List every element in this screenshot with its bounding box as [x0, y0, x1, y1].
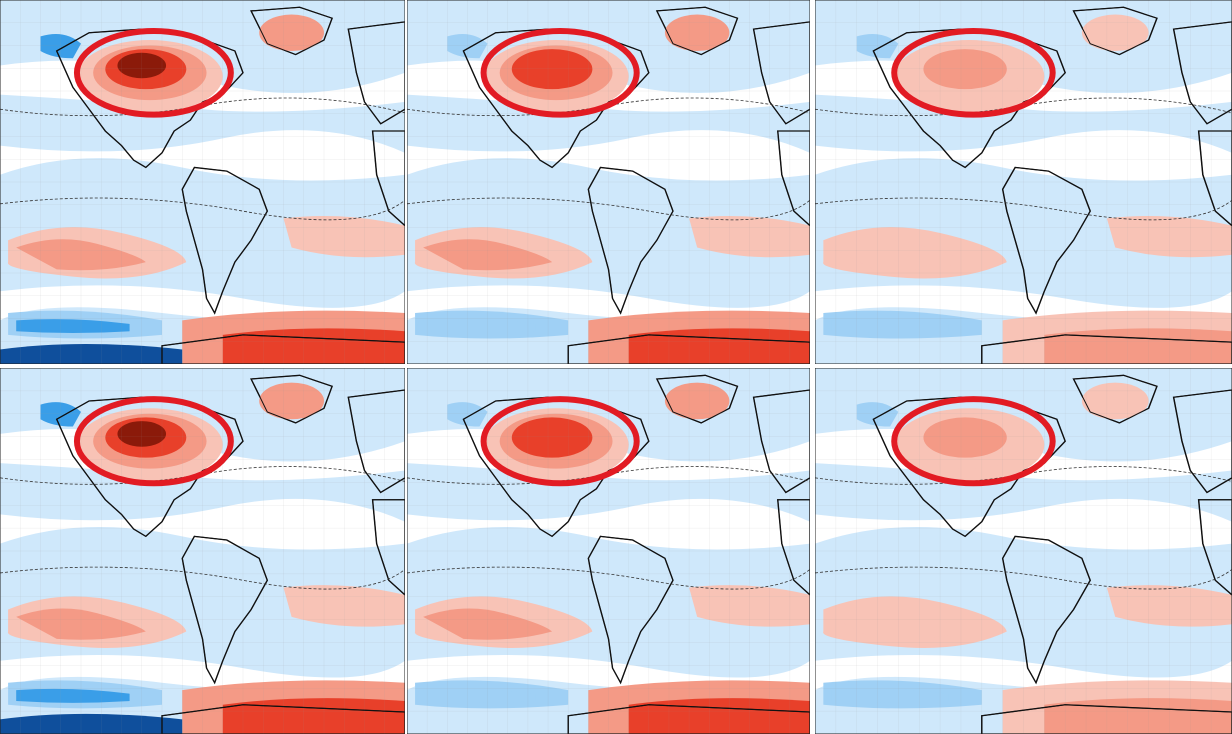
coastline: [982, 705, 1232, 734]
map-panel-bottom-middle: [407, 368, 810, 734]
coastline: [1199, 131, 1232, 226]
coastline: [348, 22, 405, 124]
highlight-ring: [77, 31, 231, 115]
coastline: [1174, 390, 1232, 492]
coastline: [162, 705, 405, 734]
anomaly-map: [0, 0, 405, 364]
coastline: [182, 167, 267, 313]
coastline: [754, 22, 810, 124]
map-panel-bottom-left: [0, 368, 405, 734]
coastline: [588, 536, 673, 682]
anomaly-map: [0, 368, 405, 734]
coastline: [982, 335, 1232, 364]
anomaly-map: [815, 0, 1232, 364]
coastline: [182, 536, 267, 682]
highlight-ring: [894, 31, 1052, 115]
highlight-ring: [484, 399, 637, 483]
coastline: [568, 705, 810, 734]
coastline: [778, 500, 810, 595]
coastline: [1199, 500, 1232, 595]
coastline: [657, 7, 738, 54]
coastline: [657, 375, 738, 423]
coastline: [1074, 7, 1157, 54]
coastline: [373, 131, 405, 226]
coastline: [251, 375, 332, 423]
coastline: [373, 500, 405, 595]
coastline: [778, 131, 810, 226]
coastline: [162, 335, 405, 364]
coastline: [348, 390, 405, 492]
coastline: [1174, 22, 1232, 124]
coastline: [588, 167, 673, 313]
coastline: [1003, 536, 1091, 682]
coastline: [251, 7, 332, 54]
map-panel-bottom-right: [815, 368, 1232, 734]
highlight-ring: [484, 31, 637, 115]
highlight-ring: [77, 399, 231, 483]
anomaly-map: [407, 0, 810, 364]
coastline: [568, 335, 810, 364]
coastline: [754, 390, 810, 492]
highlight-ring: [894, 399, 1052, 483]
map-panel-top-left: [0, 0, 405, 364]
map-panel-top-middle: [407, 0, 810, 364]
anomaly-map: [815, 368, 1232, 734]
coastline: [1074, 375, 1157, 423]
anomaly-map: [407, 368, 810, 734]
coastline: [1003, 167, 1091, 313]
map-panel-top-right: [815, 0, 1232, 364]
